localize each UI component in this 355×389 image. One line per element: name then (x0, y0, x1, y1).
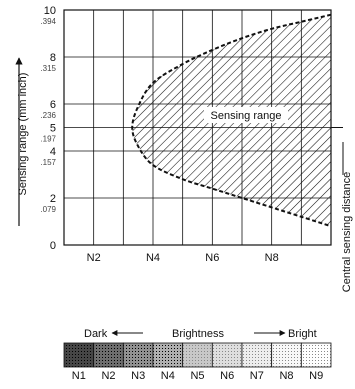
brightness-swatch-label: N2 (101, 370, 115, 382)
y-tick-label-inch: .315 (40, 64, 56, 73)
y-tick-label-inch: .157 (40, 158, 56, 167)
y-tick-label-inch: .236 (40, 111, 56, 120)
x-tick-label: N8 (265, 252, 279, 264)
brightness-swatch (271, 342, 302, 368)
brightness-swatches (63, 342, 332, 368)
brightness-swatch-labels: N1 N2 N3 N4 N5 N6 N7 N8 N9 (72, 370, 323, 382)
brightness-swatch-label: N1 (72, 370, 86, 382)
y-tick-label-mm: 2 (50, 193, 56, 205)
y-tick-label-mm: 8 (50, 52, 56, 64)
brightness-swatch (152, 342, 184, 368)
x-axis-tick-labels: N2 N4 N6 N8 (87, 252, 279, 264)
brightness-swatch (241, 342, 273, 368)
sensing-range-boundary (131, 13, 332, 228)
central-distance-group: Central sensing distance (331, 127, 353, 292)
brightness-swatch-label: N7 (250, 370, 264, 382)
y-axis-tick-labels: 0 2.079 4.157 5.197 6.236 8.315 10.394 (40, 5, 56, 252)
brightness-swatch (182, 342, 213, 368)
y-tick-label-mm: 5 (50, 123, 56, 135)
brightness-swatch-label: N4 (161, 370, 175, 382)
brightness-swatch-label: N8 (279, 370, 293, 382)
brightness-swatch (63, 342, 95, 368)
y-tick-label-inch: .394 (40, 17, 56, 26)
brightness-label: Brightness (172, 328, 224, 340)
x-tick-label: N4 (146, 252, 160, 264)
x-tick-label: N2 (87, 252, 101, 264)
y-tick-label-inch: .079 (40, 205, 56, 214)
brightness-swatch-label: N3 (131, 370, 145, 382)
y-axis-title-group: Sensing range (mm inch) (15, 57, 29, 226)
region-label-group: Sensing range (204, 107, 288, 123)
brightness-swatch-label: N5 (190, 370, 204, 382)
brightness-swatch-label: N9 (309, 370, 323, 382)
central-distance-label: Central sensing distance (341, 172, 353, 292)
y-tick-label-mm: 0 (50, 240, 56, 252)
y-axis-title: Sensing range (mm inch) (17, 73, 29, 196)
dark-label: Dark (84, 328, 108, 340)
brightness-swatch (93, 342, 124, 368)
y-tick-label-mm: 4 (50, 146, 56, 158)
brightness-swatch (122, 342, 154, 368)
y-tick-label-inch: .197 (40, 135, 56, 144)
y-tick-label-mm: 6 (50, 99, 56, 111)
y-tick-label-mm: 10 (44, 5, 56, 17)
region-label: Sensing range (211, 110, 282, 122)
brightness-swatch (300, 342, 332, 368)
region-label-background (204, 107, 288, 123)
x-tick-label: N6 (205, 252, 219, 264)
brightness-swatch (211, 342, 243, 368)
bright-label: Bright (288, 328, 317, 340)
brightness-swatch-label: N6 (220, 370, 234, 382)
brightness-scale: Dark Brightness Bright N1 N2 N3 N4 N5 N6 N7 N8 N… (63, 328, 332, 382)
